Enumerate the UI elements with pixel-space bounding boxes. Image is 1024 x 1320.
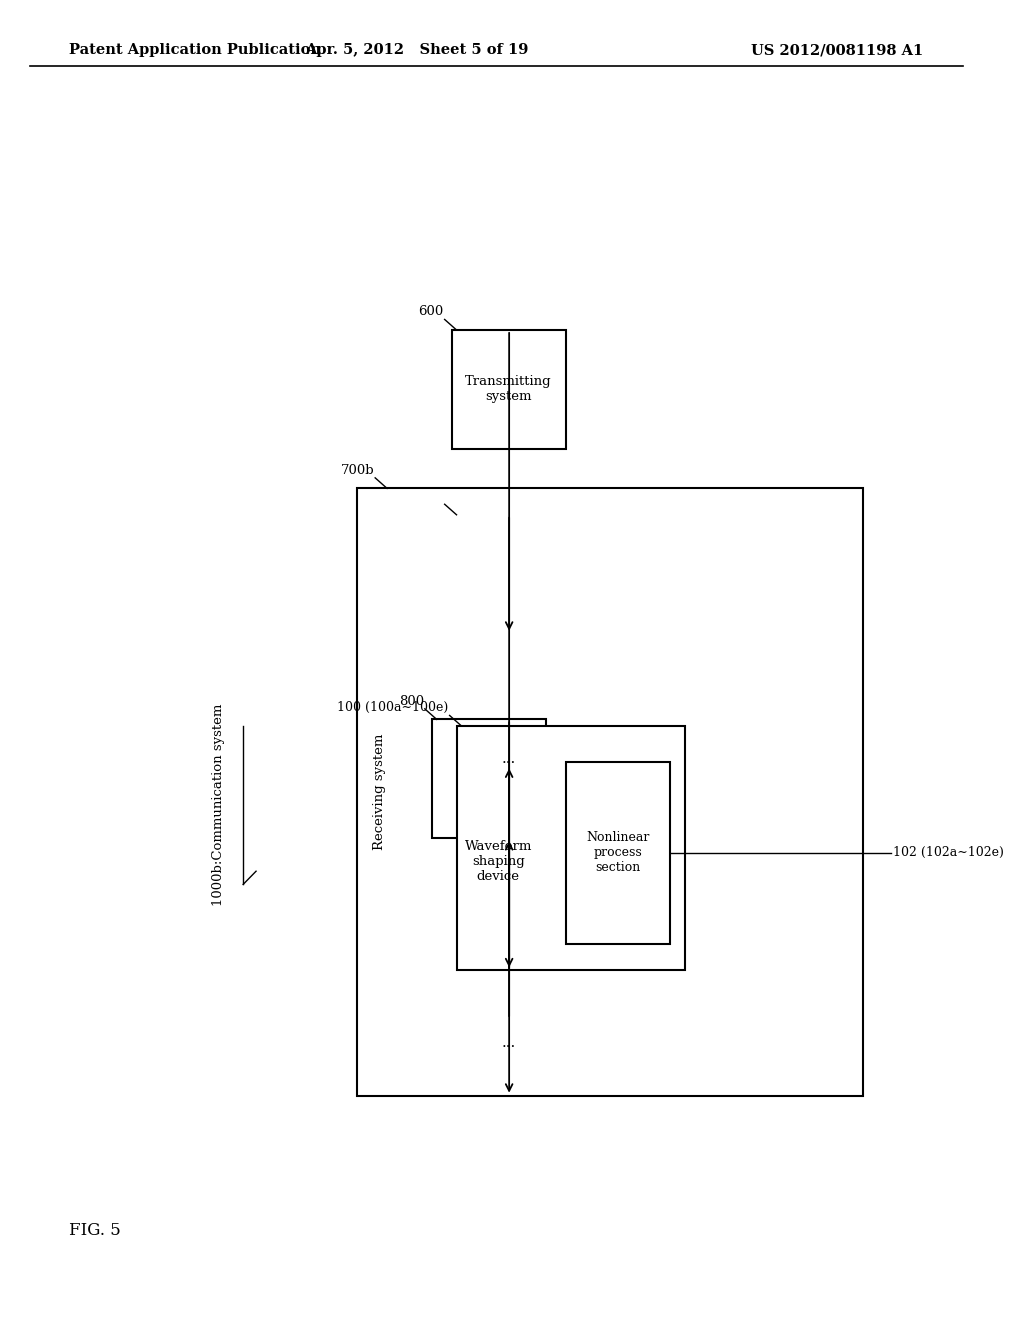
Bar [565, 762, 670, 944]
Text: 1000b:Communication system: 1000b:Communication system [212, 704, 225, 907]
Bar [457, 726, 685, 970]
Bar [452, 515, 565, 634]
Bar [452, 330, 565, 449]
Text: Transmitting
system: Transmitting system [465, 375, 552, 404]
Text: 600: 600 [419, 305, 443, 318]
Bar [432, 719, 546, 838]
Text: ...: ... [502, 752, 516, 766]
Text: Waveform
shaping
device: Waveform shaping device [465, 840, 531, 883]
Text: Receiving system: Receiving system [373, 734, 386, 850]
Text: 800: 800 [398, 694, 424, 708]
Text: FIG. 5: FIG. 5 [70, 1222, 121, 1238]
Text: US 2012/0081198 A1: US 2012/0081198 A1 [751, 44, 923, 57]
Text: 900: 900 [419, 490, 443, 503]
Text: 102 (102a∼102e): 102 (102a∼102e) [893, 846, 1005, 859]
Text: 100 (100a∼100e): 100 (100a∼100e) [337, 701, 449, 714]
Text: Nonlinear
process
section: Nonlinear process section [586, 832, 649, 874]
Text: Communication
path: Communication path [456, 560, 561, 589]
Text: Apr. 5, 2012   Sheet 5 of 19: Apr. 5, 2012 Sheet 5 of 19 [305, 44, 528, 57]
Text: ...: ... [502, 1036, 516, 1049]
Text: Equalizer: Equalizer [455, 772, 522, 785]
Text: Patent Application Publication: Patent Application Publication [70, 44, 322, 57]
Text: 700b: 700b [341, 463, 374, 477]
Bar [357, 488, 863, 1096]
